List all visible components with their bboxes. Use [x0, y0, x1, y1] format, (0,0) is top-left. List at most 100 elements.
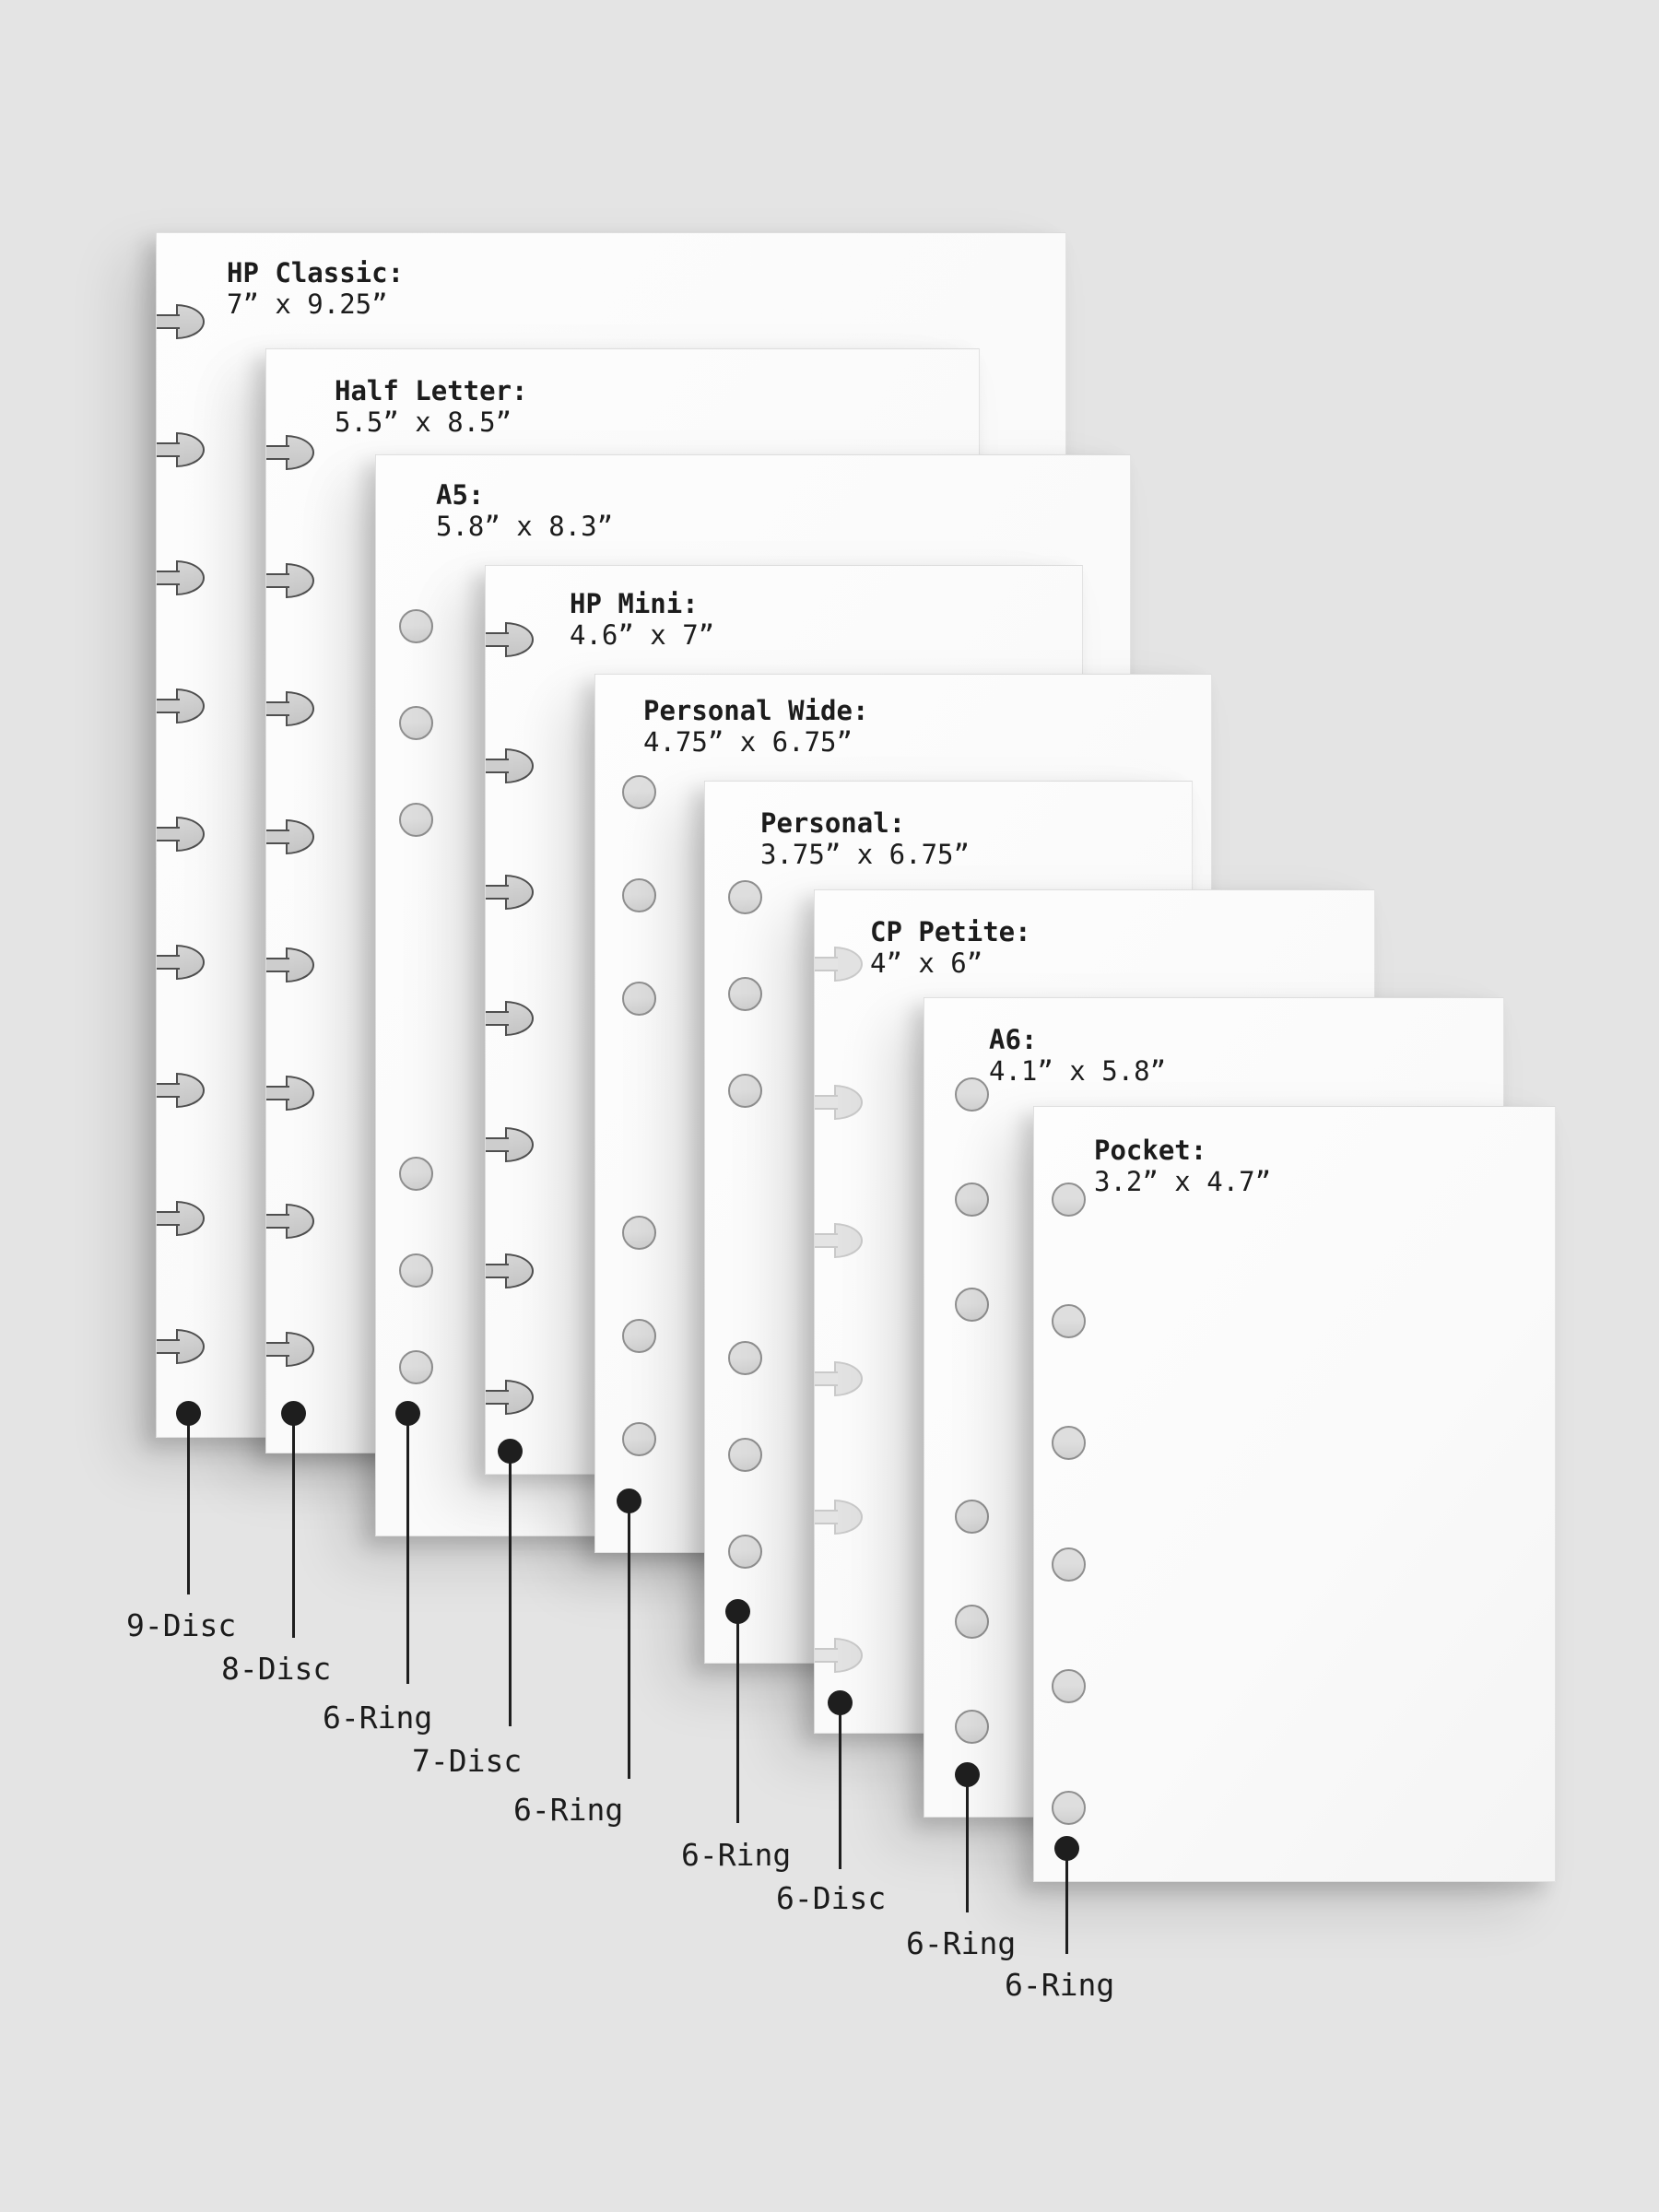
disc-notch-icon [815, 947, 866, 982]
ring-hole-icon [399, 1157, 433, 1191]
paper-sheet-6-ring: Pocket: 3.2” x 4.7” [1033, 1106, 1556, 1882]
disc-notch-bulb [286, 819, 314, 854]
callout-line [1065, 1848, 1068, 1954]
sheet-label: Pocket: 3.2” x 4.7” [1094, 1135, 1271, 1197]
ring-hole-icon [622, 775, 656, 809]
callout-line [627, 1500, 630, 1779]
disc-notch-stem [486, 759, 509, 773]
ring-hole-icon [622, 878, 656, 912]
disc-notch-icon [815, 1638, 866, 1673]
disc-notch-stem [486, 885, 509, 900]
ring-hole-icon [1052, 1669, 1086, 1703]
disc-notch-stem [157, 314, 180, 329]
sheet-name: Half Letter: [335, 375, 528, 406]
ring-hole-icon [728, 1438, 762, 1472]
sheet-dimensions: 4” x 6” [870, 947, 983, 979]
sheet-label: Personal Wide: 4.75” x 6.75” [643, 695, 868, 758]
binding-type-label: 7-Disc [412, 1743, 523, 1779]
disc-notch-icon [157, 1073, 208, 1108]
disc-notch-icon [486, 1001, 537, 1036]
disc-notch-icon [815, 1500, 866, 1535]
ring-hole-icon [399, 803, 433, 837]
sheet-label: A6: 4.1” x 5.8” [989, 1024, 1166, 1087]
disc-notch-icon [486, 1380, 537, 1415]
disc-notch-icon [157, 1201, 208, 1236]
callout-line [838, 1702, 841, 1869]
disc-notch-icon [486, 875, 537, 910]
disc-notch-stem [815, 1510, 838, 1524]
disc-notch-icon [157, 560, 208, 595]
disc-notch-stem [157, 827, 180, 841]
disc-notch-stem [815, 957, 838, 971]
disc-notch-stem [486, 632, 509, 647]
ring-hole-icon [728, 1535, 762, 1569]
disc-notch-stem [486, 1011, 509, 1026]
disc-notch-stem [157, 571, 180, 585]
ring-hole-icon [622, 982, 656, 1016]
disc-notch-stem [266, 958, 289, 972]
disc-notch-bulb [834, 1361, 863, 1396]
disc-notch-bulb [505, 748, 534, 783]
disc-notch-bulb [176, 945, 205, 980]
disc-notch-icon [266, 947, 318, 982]
binding-type-label: 6-Ring [1005, 1967, 1115, 2003]
disc-notch-icon [266, 563, 318, 598]
ring-hole-icon [622, 1216, 656, 1250]
binding-type-label: 6-Disc [776, 1880, 887, 1916]
callout-line [186, 1413, 190, 1594]
ring-hole-icon [728, 880, 762, 914]
ring-hole-icon [1052, 1791, 1086, 1825]
sheet-label: HP Classic: 7” x 9.25” [227, 257, 404, 320]
callout-dot [724, 1598, 750, 1624]
disc-notch-bulb [286, 435, 314, 470]
disc-notch-bulb [286, 1204, 314, 1239]
ring-hole-icon [955, 1500, 989, 1534]
sheet-label: HP Mini: 4.6” x 7” [570, 588, 714, 651]
callout-dot [497, 1438, 523, 1464]
disc-notch-bulb [834, 1223, 863, 1258]
disc-notch-bulb [505, 875, 534, 910]
disc-notch-bulb [176, 817, 205, 852]
callout-dot [280, 1400, 306, 1426]
disc-notch-stem [486, 1137, 509, 1152]
disc-notch-icon [815, 1361, 866, 1396]
ring-hole-icon [728, 977, 762, 1011]
sheet-dimensions: 4.75” x 6.75” [643, 726, 853, 758]
disc-notch-icon [157, 817, 208, 852]
disc-notch-bulb [176, 1329, 205, 1364]
sheet-label: CP Petite: 4” x 6” [870, 916, 1031, 979]
callout-dot [394, 1400, 420, 1426]
disc-notch-bulb [286, 1076, 314, 1111]
binding-type-label: 8-Disc [221, 1651, 332, 1687]
disc-notch-stem [266, 1214, 289, 1229]
callout-dot [954, 1761, 980, 1787]
callout-dot [616, 1488, 641, 1513]
disc-notch-stem [157, 1339, 180, 1354]
disc-notch-bulb [286, 691, 314, 726]
disc-notch-stem [815, 1648, 838, 1663]
sheet-dimensions: 7” x 9.25” [227, 288, 388, 320]
callout-dot [827, 1689, 853, 1715]
disc-notch-icon [266, 819, 318, 854]
sheet-dimensions: 4.1” x 5.8” [989, 1055, 1167, 1087]
disc-notch-icon [815, 1223, 866, 1258]
sheet-name: HP Mini: [570, 588, 699, 619]
disc-notch-bulb [505, 1253, 534, 1288]
disc-notch-stem [266, 573, 289, 588]
disc-notch-stem [815, 1233, 838, 1248]
ring-hole-icon [1052, 1547, 1086, 1582]
binding-type-label: 9-Disc [126, 1607, 237, 1643]
sheet-label: Personal: 3.75” x 6.75” [760, 807, 970, 870]
ring-hole-icon [955, 1182, 989, 1217]
sheet-label: Half Letter: 5.5” x 8.5” [335, 375, 528, 438]
disc-notch-icon [815, 1085, 866, 1120]
ring-hole-icon [622, 1422, 656, 1456]
disc-notch-bulb [505, 1380, 534, 1415]
disc-notch-stem [157, 1211, 180, 1226]
callout-line [291, 1413, 295, 1638]
disc-notch-bulb [505, 1127, 534, 1162]
sheet-name: A5: [436, 479, 485, 511]
disc-notch-bulb [505, 1001, 534, 1036]
ring-hole-icon [399, 1253, 433, 1288]
